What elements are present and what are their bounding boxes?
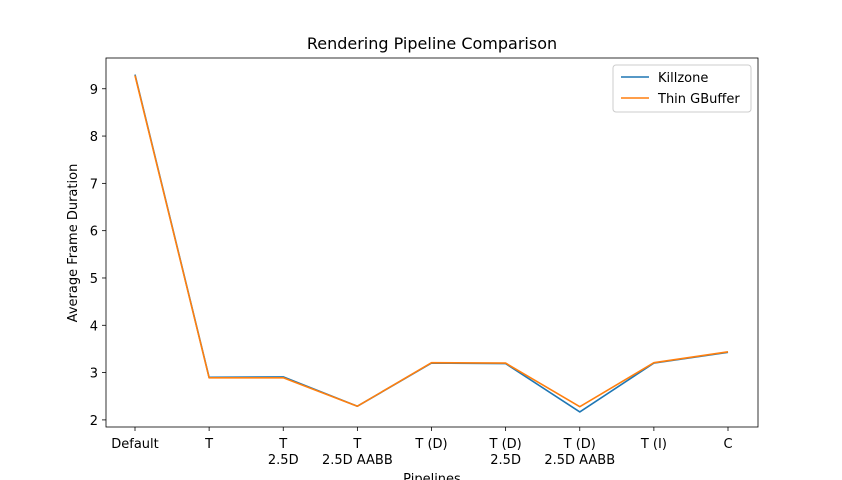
- x-tick-label-line: 2.5D: [490, 453, 521, 468]
- x-tick-label: T (D): [414, 437, 447, 452]
- series-line-thin-gbuffer: [134, 75, 729, 408]
- x-tick-label: T 2.5D AABB: [322, 437, 393, 468]
- x-tick-label: Default: [111, 437, 159, 452]
- x-tick-label-line: Default: [111, 437, 159, 452]
- x-tick-label-line: T (D): [489, 437, 522, 452]
- y-tick-label: 5: [90, 272, 98, 287]
- x-tick-label-line: T (D): [563, 437, 596, 452]
- chart-title: Rendering Pipeline Comparison: [307, 34, 557, 53]
- legend-entry-label: Thin GBuffer: [657, 92, 740, 107]
- y-tick-label: 4: [90, 319, 98, 334]
- x-tick-label-line: T: [352, 437, 361, 452]
- x-tick-label: T: [204, 437, 213, 452]
- x-tick-label-line: T: [278, 437, 287, 452]
- plot-frame: [105, 57, 759, 428]
- y-tick-label: 6: [90, 225, 98, 240]
- y-tick-label: 3: [90, 367, 98, 382]
- y-tick-label: 2: [90, 414, 98, 429]
- x-tick-label-line: T (D): [414, 437, 447, 452]
- y-tick-label: 9: [90, 83, 98, 98]
- legend-entry-label: Killzone: [658, 71, 708, 86]
- y-tick-label: 7: [90, 177, 98, 192]
- y-tick-label: 8: [90, 130, 98, 145]
- legend: Killzone Thin GBuffer: [612, 64, 752, 113]
- x-tick-label: T (D) 2.5D AABB: [544, 437, 615, 468]
- x-tick-label-line: 2.5D AABB: [322, 453, 393, 468]
- x-tick-label: T (I): [640, 437, 667, 452]
- x-tick-label: C: [723, 437, 732, 452]
- x-tick-label: T (D) 2.5D: [489, 437, 522, 468]
- y-axis-label: Average Frame Duration: [66, 164, 81, 323]
- x-tick-label-line: T: [204, 437, 213, 452]
- x-tick-label-line: 2.5D AABB: [544, 453, 615, 468]
- x-tick-label-line: 2.5D: [268, 453, 299, 468]
- x-tick-label-line: C: [723, 437, 732, 452]
- x-axis-label: Pipelines: [403, 472, 461, 480]
- x-tick-label-line: T (I): [640, 437, 667, 452]
- series-line-killzone: [134, 74, 729, 413]
- x-tick-label: T 2.5D: [268, 437, 299, 468]
